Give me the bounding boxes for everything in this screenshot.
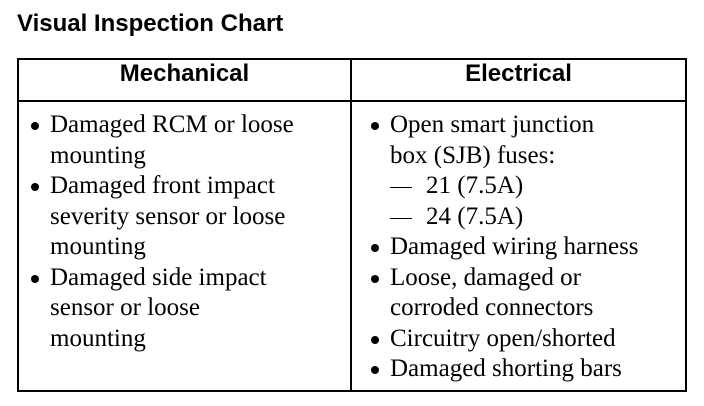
item-text: Damaged RCM or loose (50, 111, 294, 138)
item-text: mounting (50, 141, 146, 169)
item-text: Damaged shorting bars (390, 355, 622, 382)
bullet (371, 335, 379, 344)
item-text: Damaged wiring harness (390, 233, 639, 260)
item-text: severity sensor or loose (50, 202, 286, 230)
bullet (371, 366, 379, 374)
item-text: box (SJB) fuses: (390, 141, 556, 169)
item-text: Damaged side impact (50, 263, 267, 291)
bullet (371, 244, 379, 252)
item-text: Damaged front impact (50, 172, 275, 199)
item-text: corroded connectors (390, 294, 594, 321)
column-divider (350, 60, 352, 390)
dash (390, 187, 412, 188)
item-text: Open smart junction (390, 111, 595, 138)
item-text: sensor or loose (50, 294, 200, 321)
bullet (371, 274, 379, 283)
item-text: Loose, damaged or (390, 263, 581, 291)
subitem-text: 24 (7.5A) (426, 202, 524, 230)
subitem-text: 21 (7.5A) (426, 172, 524, 199)
bullet (371, 122, 379, 130)
bullet (31, 183, 39, 191)
item-text: mounting (50, 324, 146, 352)
item-text: mounting (50, 233, 146, 260)
header-divider (19, 100, 685, 102)
table: Mechanical Electrical Damaged RCM or loo… (17, 58, 687, 392)
chart-title: Visual Inspection Chart (17, 10, 284, 37)
column-header: Electrical (465, 60, 572, 87)
bullet (31, 122, 39, 130)
bullet (31, 274, 39, 283)
item-text: Circuitry open/shorted (390, 324, 616, 352)
column-header: Mechanical (119, 60, 250, 87)
dash (390, 217, 412, 219)
